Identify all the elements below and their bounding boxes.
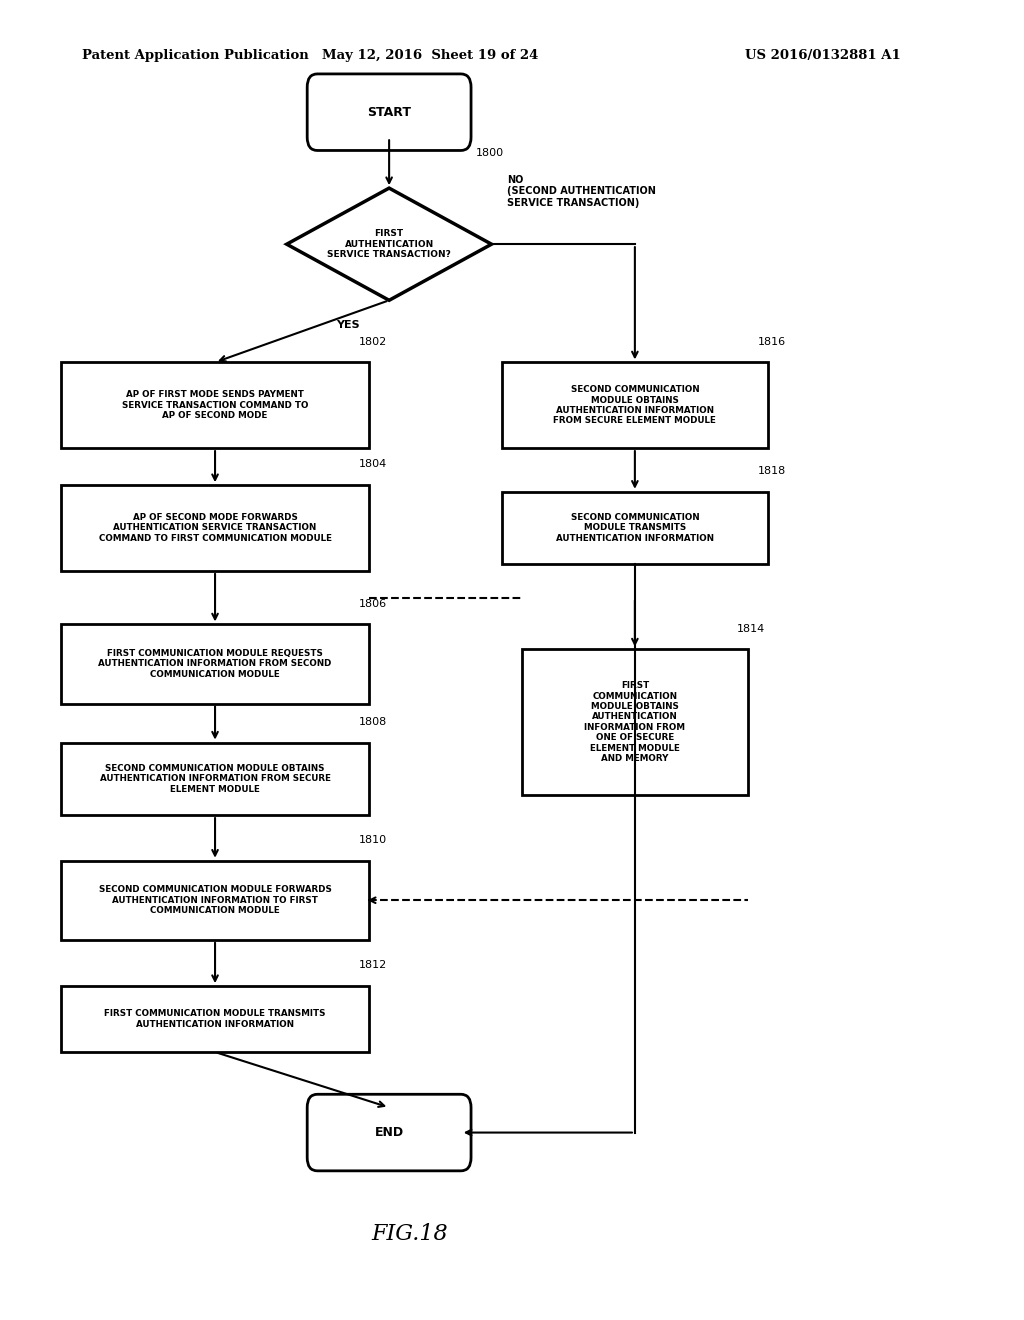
Text: FIG.18: FIG.18: [372, 1224, 447, 1245]
Text: 1812: 1812: [358, 960, 387, 970]
Text: NO
(SECOND AUTHENTICATION
SERVICE TRANSACTION): NO (SECOND AUTHENTICATION SERVICE TRANSA…: [507, 174, 655, 209]
Polygon shape: [287, 189, 492, 301]
FancyBboxPatch shape: [307, 74, 471, 150]
Text: AP OF FIRST MODE SENDS PAYMENT
SERVICE TRANSACTION COMMAND TO
AP OF SECOND MODE: AP OF FIRST MODE SENDS PAYMENT SERVICE T…: [122, 391, 308, 420]
Bar: [61, 743, 369, 816]
Bar: [61, 484, 369, 570]
Bar: [61, 861, 369, 940]
Text: SECOND COMMUNICATION MODULE FORWARDS
AUTHENTICATION INFORMATION TO FIRST
COMMUNI: SECOND COMMUNICATION MODULE FORWARDS AUT…: [98, 886, 332, 915]
Bar: [61, 362, 369, 449]
Bar: [61, 986, 369, 1052]
Text: FIRST
COMMUNICATION
MODULE OBTAINS
AUTHENTICATION
INFORMATION FROM
ONE OF SECURE: FIRST COMMUNICATION MODULE OBTAINS AUTHE…: [585, 681, 685, 763]
Text: 1806: 1806: [358, 598, 386, 609]
Text: SECOND COMMUNICATION
MODULE OBTAINS
AUTHENTICATION INFORMATION
FROM SECURE ELEME: SECOND COMMUNICATION MODULE OBTAINS AUTH…: [553, 385, 717, 425]
Text: Patent Application Publication: Patent Application Publication: [82, 49, 308, 62]
Text: 1802: 1802: [358, 337, 387, 347]
Text: 1808: 1808: [358, 717, 387, 726]
Text: SECOND COMMUNICATION MODULE OBTAINS
AUTHENTICATION INFORMATION FROM SECURE
ELEME: SECOND COMMUNICATION MODULE OBTAINS AUTH…: [99, 764, 331, 793]
Bar: [522, 649, 748, 795]
Bar: [502, 362, 768, 449]
Text: END: END: [375, 1126, 403, 1139]
FancyBboxPatch shape: [307, 1094, 471, 1171]
Text: START: START: [368, 106, 411, 119]
Text: FIRST COMMUNICATION MODULE TRANSMITS
AUTHENTICATION INFORMATION: FIRST COMMUNICATION MODULE TRANSMITS AUT…: [104, 1010, 326, 1028]
Text: 1800: 1800: [476, 148, 504, 158]
Text: 1818: 1818: [758, 466, 786, 477]
Text: FIRST COMMUNICATION MODULE REQUESTS
AUTHENTICATION INFORMATION FROM SECOND
COMMU: FIRST COMMUNICATION MODULE REQUESTS AUTH…: [98, 649, 332, 678]
Text: May 12, 2016  Sheet 19 of 24: May 12, 2016 Sheet 19 of 24: [322, 49, 539, 62]
Bar: [502, 491, 768, 565]
Text: 1810: 1810: [358, 834, 386, 845]
Text: YES: YES: [336, 321, 360, 330]
Text: 1804: 1804: [358, 459, 387, 470]
Text: AP OF SECOND MODE FORWARDS
AUTHENTICATION SERVICE TRANSACTION
COMMAND TO FIRST C: AP OF SECOND MODE FORWARDS AUTHENTICATIO…: [98, 513, 332, 543]
Text: FIRST
AUTHENTICATION
SERVICE TRANSACTION?: FIRST AUTHENTICATION SERVICE TRANSACTION…: [328, 230, 451, 259]
Text: 1816: 1816: [758, 337, 785, 347]
Text: 1814: 1814: [737, 623, 766, 634]
Text: US 2016/0132881 A1: US 2016/0132881 A1: [745, 49, 901, 62]
Bar: [61, 624, 369, 704]
Text: SECOND COMMUNICATION
MODULE TRANSMITS
AUTHENTICATION INFORMATION: SECOND COMMUNICATION MODULE TRANSMITS AU…: [556, 513, 714, 543]
